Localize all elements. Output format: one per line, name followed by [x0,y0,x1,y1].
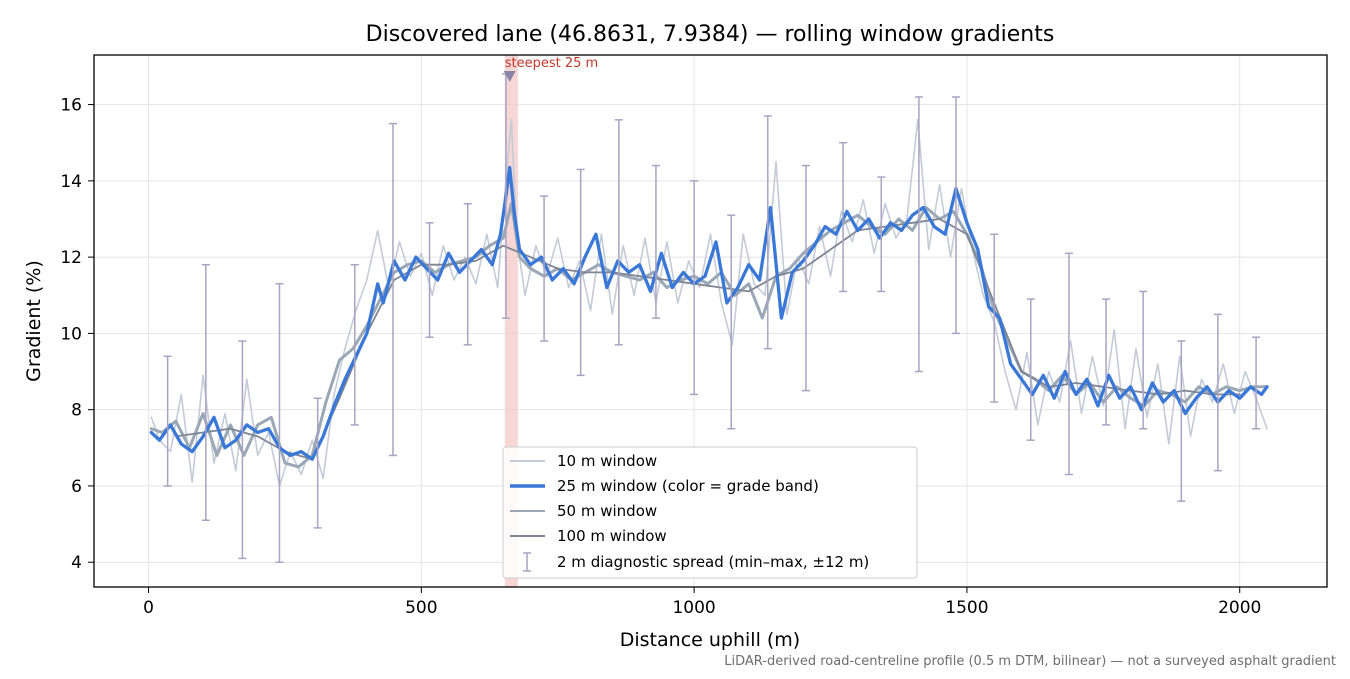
error-bar [952,96,961,335]
legend-errorbar-symbol [523,552,531,572]
error-bar [238,340,247,560]
error-bar [1252,336,1261,430]
error-bar [425,222,434,338]
error-bar [651,164,660,319]
x-tick-label: 1500 [945,598,988,618]
error-bar [727,214,736,430]
footnote: LiDAR-derived road-centreline profile (0… [724,654,1336,669]
error-bar [1102,298,1111,426]
y-tick-label: 10 [60,324,82,344]
error-bar [1139,290,1148,430]
plot-frame [93,54,1328,588]
y-tick-label: 8 [71,401,82,421]
legend-label-10m: 10 m window [557,452,657,470]
y-tick-label: 4 [71,553,82,573]
x-axis-label: Distance uphill (m) [620,629,800,651]
error-bar [1026,298,1035,441]
legend-label-100m: 100 m window [557,527,667,545]
x-tick-label: 2000 [1218,598,1261,618]
legend-box [502,446,918,579]
error-bar [690,180,699,396]
error-bar [614,119,623,346]
error-bar [275,283,284,563]
annotation-layer: steepest 25 m [503,56,598,82]
error-bar [1177,340,1186,502]
error-bar [1213,313,1222,472]
x-tick-label: 0 [143,598,154,618]
error-bar [313,397,322,529]
error-bar [877,176,886,293]
x-tick-label: 1000 [672,598,715,618]
error-bar [463,202,472,346]
y-tick-label: 6 [71,477,82,497]
y-tick-label: 14 [60,172,82,192]
error-bar [763,115,772,350]
legend-label-50m: 50 m window [557,502,657,520]
steepest-annotation: steepest 25 m [505,56,598,71]
legend: 10 m window 25 m window (color = grade b… [502,446,918,579]
error-bar [914,96,923,373]
error-bar [350,263,359,426]
x-tick-label: 500 [405,598,437,618]
error-bar [990,233,999,403]
y-tick-label: 12 [60,248,82,268]
chart-title: Discovered lane (46.8631, 7.9384) — roll… [366,22,1055,47]
error-bar [163,355,172,487]
error-bar [576,168,585,377]
error-bar [540,195,549,342]
tick-layer: 0 500 1000 1500 2000 4 6 8 10 12 14 16 [60,96,1261,618]
y-axis-label: Gradient (%) [23,260,45,382]
error-bar [388,122,397,457]
error-bar [1064,252,1073,476]
error-bar-layer [163,73,1261,563]
steepest-marker [503,70,516,82]
error-bar [801,164,810,392]
legend-label-errorbar: 2 m diagnostic spread (min–max, ±12 m) [557,553,869,571]
y-tick-label: 16 [60,96,82,116]
error-bar [839,141,848,293]
error-bar [201,263,210,522]
legend-label-25m: 25 m window (color = grade band) [557,477,819,495]
